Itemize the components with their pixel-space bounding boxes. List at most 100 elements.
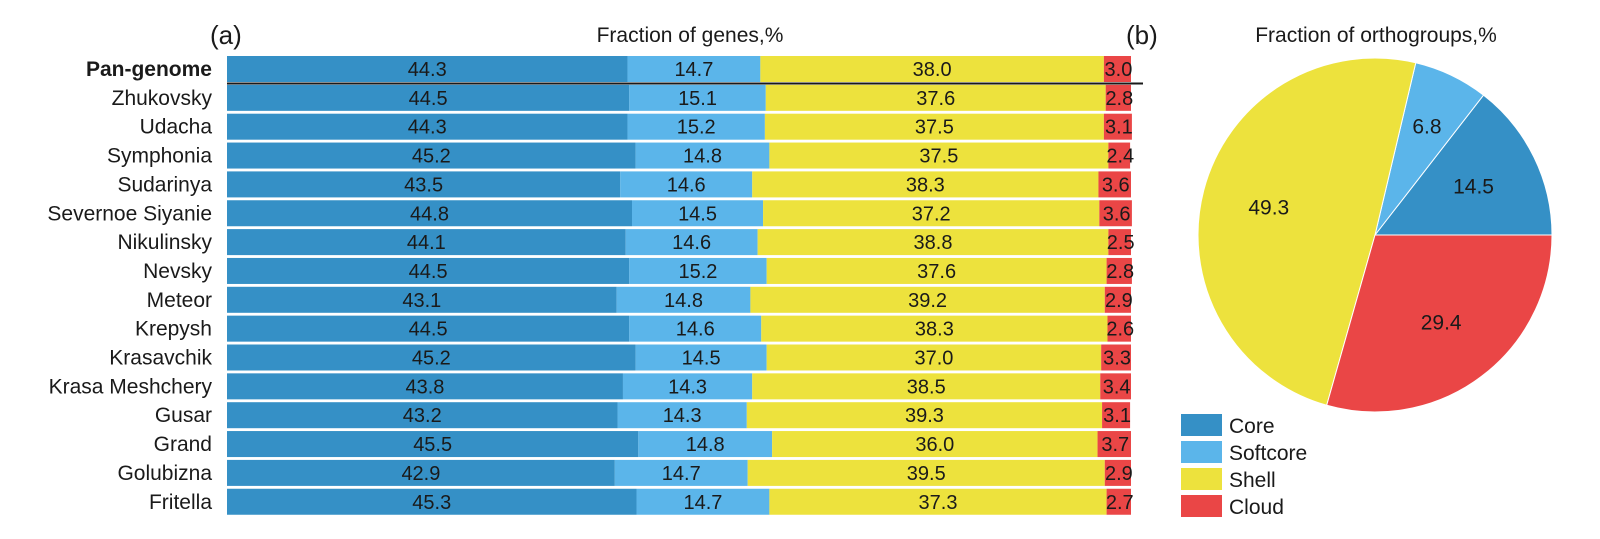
- bar-core-udacha: [227, 113, 628, 140]
- bar-shell-fritella: [769, 488, 1107, 515]
- bar-value-shell-golubizna: 39.5: [907, 463, 946, 485]
- bar-value-softcore-symphonia: 14.8: [683, 146, 722, 168]
- bar-value-core-sudarinya: 43.5: [404, 174, 443, 196]
- bar-value-cloud-pan-genome: 3.0: [1105, 59, 1133, 81]
- bar-shell-krasa-meshchery: [752, 373, 1101, 400]
- bar-value-softcore-fritella: 14.7: [683, 492, 722, 514]
- bar-shell-grand: [772, 431, 1098, 458]
- category-label-krepysh: Krepysh: [135, 318, 212, 341]
- bar-value-softcore-nikulinsky: 14.6: [672, 232, 711, 254]
- bar-softcore-nevsky: [629, 257, 767, 284]
- bar-shell-nevsky: [766, 257, 1107, 284]
- bar-value-core-nevsky: 44.5: [409, 261, 448, 283]
- bar-value-core-golubizna: 42.9: [401, 463, 440, 485]
- category-label-golubizna: Golubizna: [117, 462, 212, 485]
- category-label-krasavchik: Krasavchik: [109, 347, 212, 370]
- category-label-symphonia: Symphonia: [107, 145, 212, 168]
- pie-chart-title: Fraction of orthogroups,%: [1255, 24, 1497, 47]
- bar-cloud-grand: [1097, 431, 1131, 458]
- bar-value-softcore-nevsky: 15.2: [679, 261, 718, 283]
- bar-value-shell-fritella: 37.3: [919, 492, 958, 514]
- bar-value-cloud-grand: 3.7: [1101, 434, 1129, 456]
- bar-core-krasavchik: [227, 344, 636, 371]
- bar-value-core-meteor: 43.1: [402, 290, 441, 312]
- bar-value-cloud-krasavchik: 3.3: [1103, 348, 1131, 370]
- bar-value-shell-udacha: 37.5: [915, 117, 954, 139]
- bar-softcore-krasavchik: [635, 344, 767, 371]
- bar-value-softcore-zhukovsky: 15.1: [678, 88, 717, 110]
- bar-softcore-krasa-meshchery: [622, 373, 753, 400]
- bar-softcore-symphonia: [635, 142, 770, 169]
- stacked-bar-chart: Pan-genome 44.3 14.7 38.0 3.0 Zhukovsky 44.5 15…: [47, 56, 1143, 515]
- bar-shell-meteor: [750, 286, 1105, 313]
- bar-value-cloud-udacha: 3.1: [1105, 117, 1133, 139]
- bar-value-softcore-krasavchik: 14.5: [682, 348, 721, 370]
- bar-shell-nikulinsky: [757, 229, 1109, 256]
- bar-cloud-fritella: [1106, 488, 1131, 515]
- pie-legend: Core Softcore Shell Cloud: [1181, 414, 1307, 519]
- bar-value-core-zhukovsky: 44.5: [409, 88, 448, 110]
- legend-label-cloud: Cloud: [1229, 496, 1284, 519]
- category-label-fritella: Fritella: [149, 491, 212, 514]
- bar-core-severnoe-siyanie: [227, 200, 632, 227]
- pie-slice-shell: [1197, 57, 1417, 406]
- panel-b-label: (b): [1126, 20, 1158, 50]
- bar-value-core-krasa-meshchery: 43.8: [406, 376, 445, 398]
- bar-value-cloud-krasa-meshchery: 3.4: [1103, 376, 1131, 398]
- bar-value-cloud-nikulinsky: 2.5: [1107, 232, 1135, 254]
- bar-core-fritella: [227, 488, 637, 515]
- bar-softcore-krepysh: [629, 315, 762, 342]
- bar-value-core-krepysh: 44.5: [409, 319, 448, 341]
- category-label-nikulinsky: Nikulinsky: [117, 231, 212, 254]
- bar-core-symphonia: [227, 142, 636, 169]
- bar-softcore-zhukovsky: [629, 84, 766, 111]
- bar-chart-title: Fraction of genes,%: [597, 24, 784, 47]
- bar-value-core-severnoe-siyanie: 44.8: [410, 203, 449, 225]
- bar-value-cloud-gusar: 3.1: [1103, 405, 1131, 427]
- bar-shell-golubizna: [747, 459, 1105, 486]
- bar-value-core-grand: 45.5: [413, 434, 452, 456]
- pie-slice-core: [1373, 94, 1553, 236]
- bar-core-meteor: [227, 286, 617, 313]
- bar-value-core-krasavchik: 45.2: [412, 348, 451, 370]
- bar-softcore-golubizna: [614, 459, 748, 486]
- legend-swatch-cloud: [1181, 495, 1222, 517]
- bar-value-shell-severnoe-siyanie: 37.2: [912, 203, 951, 225]
- bar-value-shell-nikulinsky: 38.8: [914, 232, 953, 254]
- bar-value-softcore-krasa-meshchery: 14.3: [668, 376, 707, 398]
- bar-value-shell-grand: 36.0: [915, 434, 954, 456]
- bar-value-shell-gusar: 39.3: [905, 405, 944, 427]
- bar-softcore-severnoe-siyanie: [631, 200, 764, 227]
- bar-value-shell-zhukovsky: 37.6: [916, 88, 955, 110]
- bar-shell-severnoe-siyanie: [763, 200, 1100, 227]
- bar-value-shell-pan-genome: 38.0: [913, 59, 952, 81]
- bar-value-cloud-severnoe-siyanie: 3.6: [1103, 203, 1131, 225]
- bar-value-softcore-gusar: 14.3: [663, 405, 702, 427]
- bar-value-cloud-symphonia: 2.4: [1106, 146, 1134, 168]
- bar-core-krasa-meshchery: [227, 373, 623, 400]
- legend-swatch-core: [1181, 414, 1222, 436]
- bar-core-pan-genome: [227, 56, 628, 82]
- bar-core-sudarinya: [227, 171, 621, 198]
- bar-value-softcore-krepysh: 14.6: [676, 319, 715, 341]
- bar-value-core-pan-genome: 44.3: [408, 59, 447, 81]
- bar-value-shell-krepysh: 38.3: [915, 319, 954, 341]
- category-label-zhukovsky: Zhukovsky: [112, 87, 213, 110]
- bar-shell-krasavchik: [766, 344, 1102, 371]
- bar-cloud-zhukovsky: [1105, 84, 1131, 111]
- bar-value-cloud-meteor: 2.9: [1105, 290, 1133, 312]
- bar-value-softcore-severnoe-siyanie: 14.5: [678, 203, 717, 225]
- bar-value-core-gusar: 43.2: [403, 405, 442, 427]
- bar-core-nikulinsky: [227, 229, 626, 256]
- bar-value-shell-krasavchik: 37.0: [914, 348, 953, 370]
- bar-value-cloud-golubizna: 2.9: [1105, 463, 1133, 485]
- bar-value-softcore-grand: 14.8: [686, 434, 725, 456]
- legend-label-core: Core: [1229, 415, 1275, 438]
- bar-value-core-fritella: 45.3: [412, 492, 451, 514]
- bar-shell-zhukovsky: [765, 84, 1106, 111]
- bar-value-softcore-sudarinya: 14.6: [667, 174, 706, 196]
- bar-value-core-udacha: 44.3: [408, 117, 447, 139]
- pie-chart: 14.5 6.8 49.3 29.4: [1197, 57, 1553, 413]
- category-label-grand: Grand: [154, 433, 212, 456]
